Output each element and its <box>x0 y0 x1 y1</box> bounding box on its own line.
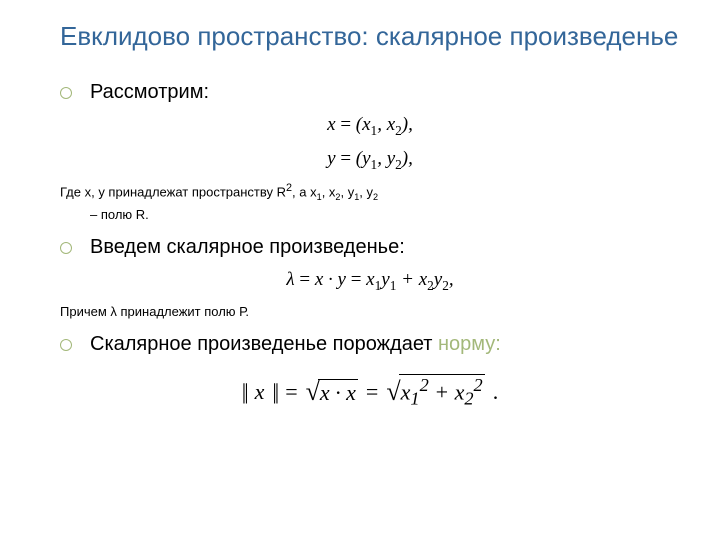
formula-norm: || x || = √ x · x = √ x12 + x22 . <box>60 374 680 410</box>
y-def-lhs: y <box>327 148 335 169</box>
x-def-rhs: (x1, x2), <box>356 114 413 135</box>
norm-mid: x · x <box>318 379 358 406</box>
slide-title: Евклидово пространство: скалярное произв… <box>60 20 680 53</box>
bullet-marker-icon <box>60 242 72 254</box>
note-1-pre: Где x, y принадлежат пространству R <box>60 185 286 200</box>
note-1-e: , y <box>359 185 373 200</box>
bullet-marker-icon <box>60 339 72 351</box>
sqrt-1: √ x · x <box>306 377 358 407</box>
lambda-rhs: x1y1 + x2y2, <box>366 269 453 290</box>
note-1-post: – полю R. <box>60 207 149 222</box>
lambda-lhs: λ <box>286 269 294 290</box>
norm-bars-icon: || <box>272 379 277 405</box>
note-1-mid: , а x <box>292 185 317 200</box>
bullet-text-1: Рассмотрим: <box>90 81 209 104</box>
eq-sign: = <box>285 379 297 405</box>
lambda-mid: x · y <box>315 269 346 290</box>
formula-x-def: x = (x1, x2), <box>60 112 680 140</box>
bullet-text-3: Скалярное произведенье порождает норму: <box>90 333 501 356</box>
y-def-rhs: (y1, y2), <box>356 148 413 169</box>
bullet-item-3: Скалярное произведенье порождает норму: <box>60 333 680 356</box>
period: . <box>493 379 499 405</box>
x-def-lhs: x <box>327 114 335 135</box>
bullet-text-2: Введем скалярное произведенье: <box>90 236 405 259</box>
norm-rhs: x12 + x22 <box>399 374 485 410</box>
bullet-item-2: Введем скалярное произведенье: <box>60 236 680 259</box>
bullet-3-pre: Скалярное произведенье порождает <box>90 333 438 355</box>
eq-sign: = <box>366 379 378 405</box>
note-1-s4: 2 <box>373 192 378 202</box>
sqrt-2: √ x12 + x22 <box>386 374 484 410</box>
note-1-d: , y <box>340 185 354 200</box>
norm-x: x <box>255 379 265 405</box>
bullet-item-1: Рассмотрим: <box>60 81 680 104</box>
formula-y-def: y = (y1, y2), <box>60 146 680 174</box>
norm-bars-icon: || <box>242 379 247 405</box>
bullet-3-accent: норму: <box>438 333 501 355</box>
note-1-c: , x <box>322 185 336 200</box>
formula-lambda: λ = x · y = x1y1 + x2y2, <box>60 267 680 295</box>
note-2: Причем λ принадлежит полю Р. <box>60 302 680 322</box>
note-1: Где x, y принадлежат пространству R 2 , а … <box>60 180 680 224</box>
bullet-marker-icon <box>60 87 72 99</box>
